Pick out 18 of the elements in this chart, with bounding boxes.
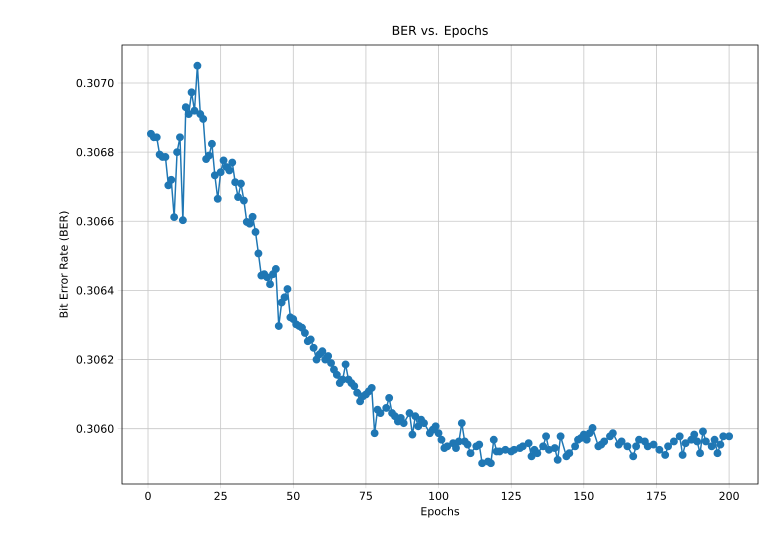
x-tick-label: 0 — [145, 492, 151, 500]
y-tick-label: 0.3068 — [76, 148, 114, 156]
x-axis-title: Epochs — [421, 506, 460, 518]
y-tick-label: 0.3070 — [76, 78, 114, 88]
y-tick-label: 0.3064 — [76, 286, 114, 295]
x-tick-label: 175 — [647, 492, 666, 500]
x-tick-label: 100 — [429, 492, 448, 500]
y-tick-label: 0.3060 — [76, 424, 114, 433]
x-tick-label: 200 — [719, 492, 739, 500]
x-tick-label: 50 — [287, 492, 300, 500]
chart-title: BER vs. Epochs — [392, 25, 488, 38]
x-tick-label: 75 — [360, 492, 372, 500]
y-tick-label: 0.3062 — [76, 355, 114, 364]
x-tick-label: 125 — [502, 492, 521, 500]
x-tick-label: 25 — [214, 492, 227, 500]
x-tick-label: 150 — [574, 492, 594, 500]
y-axis-title: Bit Error Rate (BER) — [59, 212, 70, 318]
y-tick-label: 0.3066 — [76, 217, 114, 226]
